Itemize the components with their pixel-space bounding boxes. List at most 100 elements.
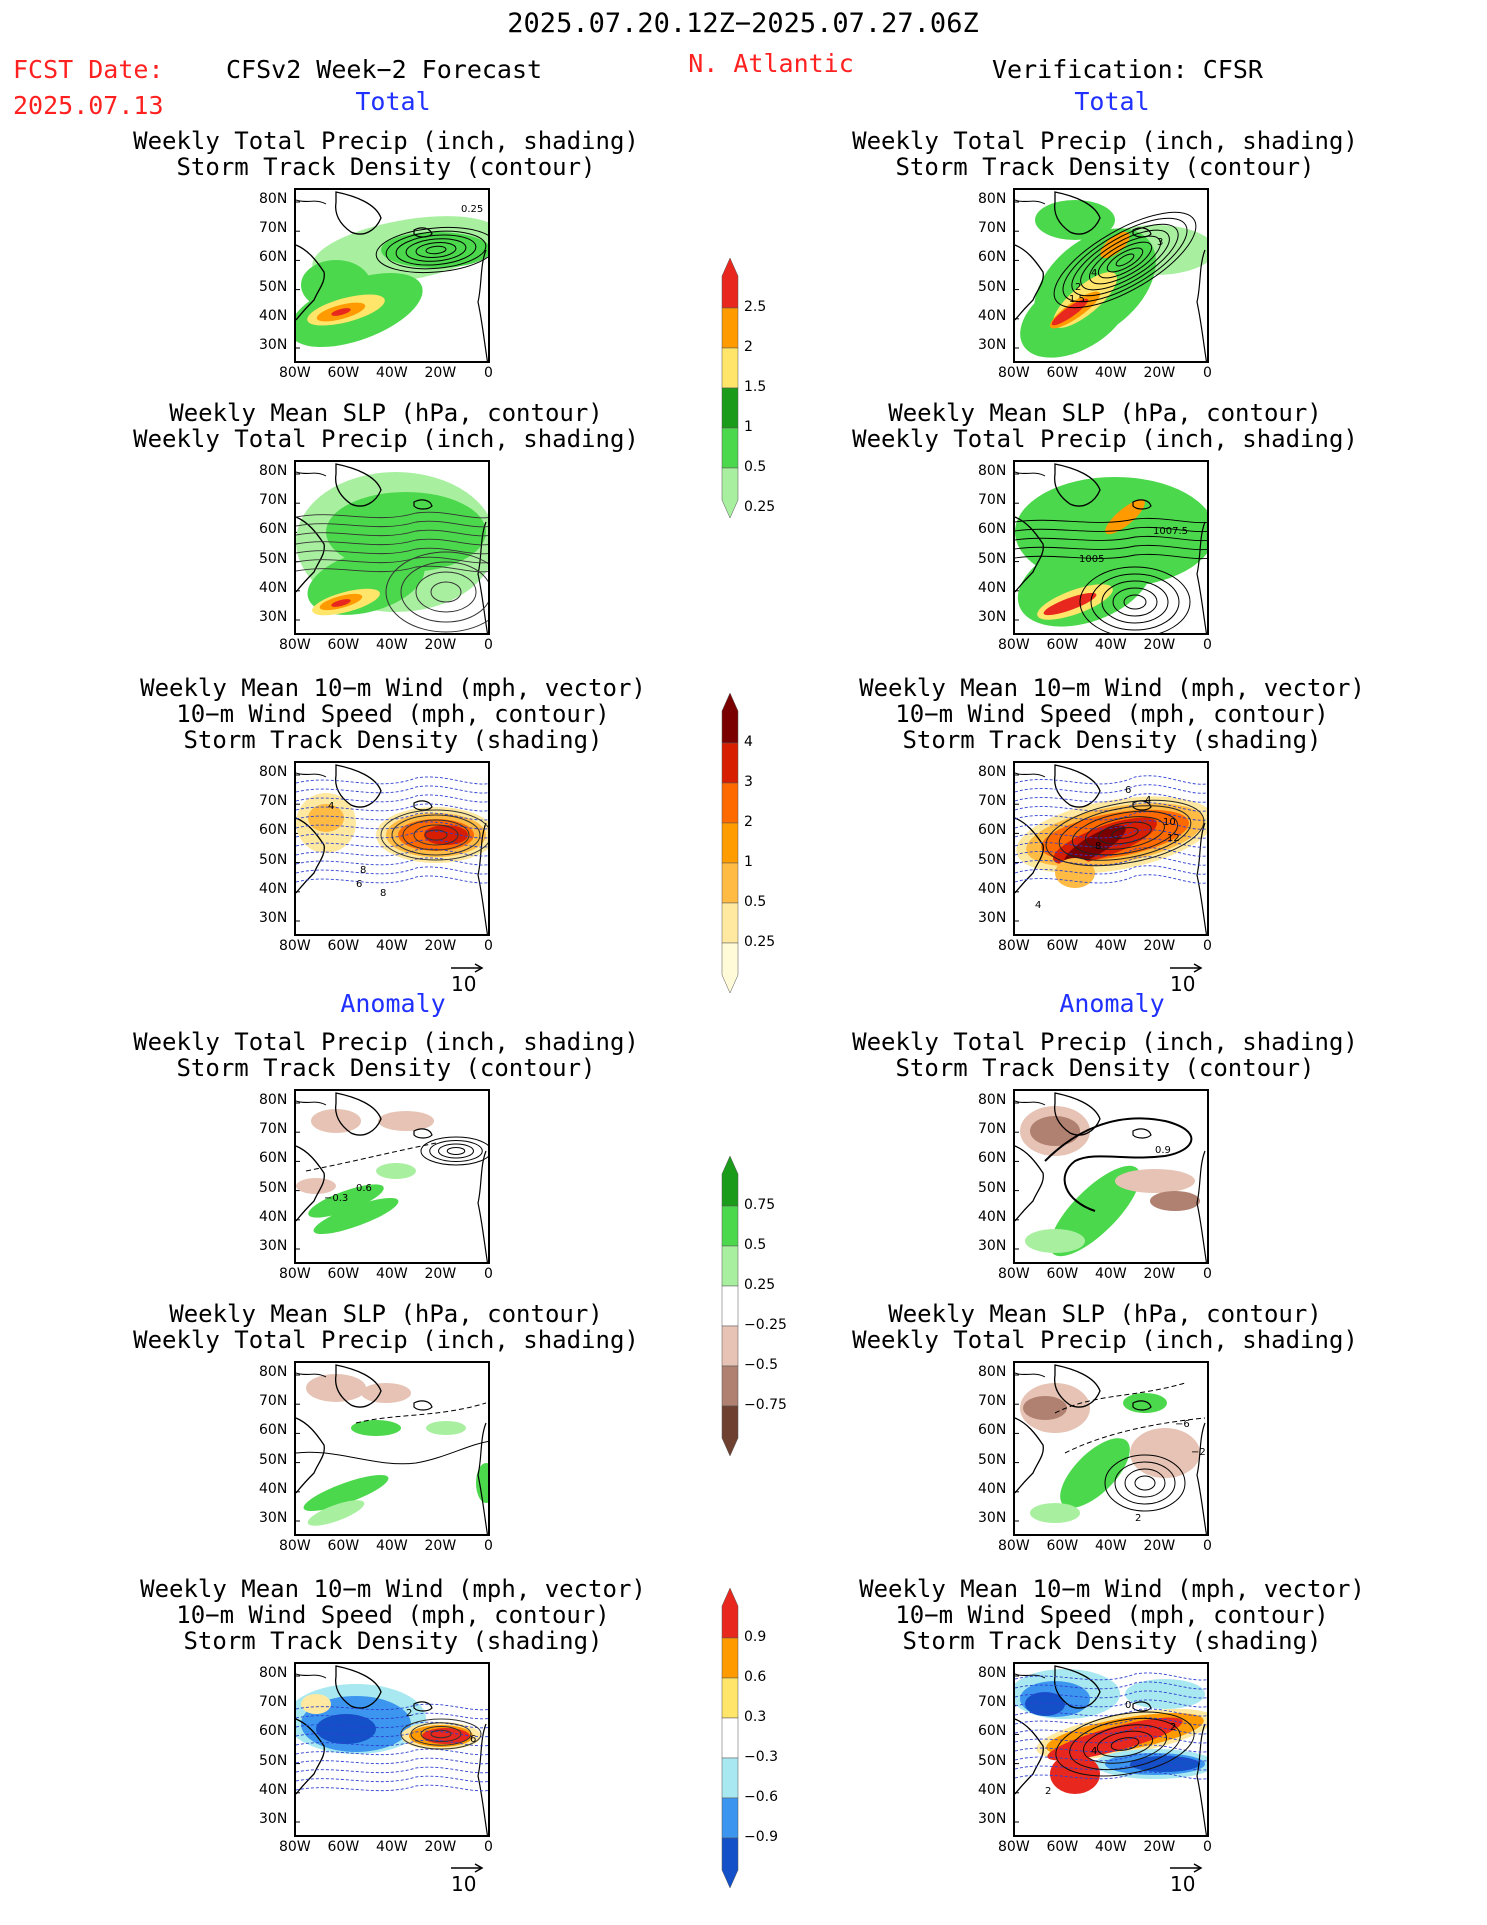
title-wind-track-left: Weekly Mean 10−m Wind (mph, vector) 10−m … xyxy=(140,674,646,754)
contour-line xyxy=(296,244,325,321)
contour-label: 6 xyxy=(470,1734,476,1745)
lon-tick-label: 40W xyxy=(1095,637,1127,653)
colorbar-swatch xyxy=(721,427,739,469)
lat-tick-label: 60N xyxy=(978,1723,1007,1740)
shaded-region xyxy=(307,1500,365,1526)
anomaly-label-right: Anomaly xyxy=(1059,989,1165,1018)
lon-tick-label: 40W xyxy=(376,1266,408,1282)
lat-tick-label: 70N xyxy=(259,1121,288,1138)
map-canvas: −6 −2 2 xyxy=(1015,1364,1207,1534)
lon-tick-label: 40W xyxy=(376,1839,408,1855)
lat-tick-label: 60N xyxy=(259,1422,288,1439)
lon-tick-label: 40W xyxy=(1095,1538,1127,1554)
contour-line xyxy=(1132,1128,1152,1139)
contour-line xyxy=(1083,1724,1167,1764)
lat-tick-label: 60N xyxy=(259,822,288,839)
lat-tick-label: 60N xyxy=(978,1150,1007,1167)
lon-tick-label: 80W xyxy=(279,365,311,381)
map-wind-track-forecast: 4 8 6 8 xyxy=(294,761,490,936)
lat-tick-label: 70N xyxy=(978,220,1007,237)
colorbar-swatch xyxy=(721,782,739,824)
colorbar-swatch xyxy=(721,1405,739,1457)
contour-line xyxy=(1015,874,1207,884)
contour-line xyxy=(400,561,488,623)
contour-line xyxy=(1132,1400,1152,1411)
contour-label: 12 xyxy=(1167,833,1180,844)
total-label-right: Total xyxy=(1074,87,1150,116)
shaded-region xyxy=(1100,231,1130,259)
contour-line xyxy=(1015,1718,1044,1795)
shaded-region xyxy=(1130,1428,1200,1478)
map-canvas: 0 2 4 2 xyxy=(1015,1665,1207,1835)
lat-tick-label: 50N xyxy=(259,550,288,567)
colorbar-swatch xyxy=(721,742,739,784)
shaded-region xyxy=(426,1421,466,1435)
colorbar-track-total: 4 3 2 1 0.5 0.25 xyxy=(718,692,775,1027)
lat-tick-label: 80N xyxy=(978,463,1007,479)
lon-tick-label: 0 xyxy=(1203,1266,1212,1282)
map-canvas: 0.25 xyxy=(296,191,488,361)
contour-line xyxy=(296,538,488,546)
lon-tick-label: 80W xyxy=(998,1839,1030,1855)
contour-line xyxy=(477,521,488,633)
lon-tick-label: 0 xyxy=(484,637,493,653)
shaded-region xyxy=(1043,592,1097,616)
lon-tick-label: 20W xyxy=(1143,1839,1176,1855)
lat-tick-label: 40N xyxy=(259,579,288,596)
lon-tick-label: 60W xyxy=(327,1538,360,1554)
colorbar-swatch xyxy=(721,347,739,389)
contour-line xyxy=(305,1142,437,1172)
contour-line xyxy=(296,1712,488,1720)
contour-label: 3 xyxy=(1157,237,1163,248)
shaded-region xyxy=(303,1474,389,1512)
lon-tick-label: 40W xyxy=(1095,365,1127,381)
shaded-region xyxy=(1115,1169,1195,1193)
contour-label: 1007.5 xyxy=(1153,526,1188,537)
lat-tick-label: 30N xyxy=(978,1238,1007,1254)
shaded-region xyxy=(301,1694,331,1714)
contour-line xyxy=(415,241,457,259)
contour-line xyxy=(1196,822,1207,934)
colorbar-swatch xyxy=(721,387,739,429)
contour-line xyxy=(1015,1762,1207,1771)
contour-line xyxy=(1079,566,1191,633)
colorbar-svg xyxy=(721,1155,739,1457)
colorbar-svg xyxy=(721,257,739,519)
contour-line xyxy=(296,1757,488,1765)
contour-line xyxy=(1015,838,1207,848)
contour-line xyxy=(1104,1454,1186,1512)
total-label-left: Total xyxy=(355,87,431,116)
contour-line xyxy=(1112,587,1158,617)
contour-label: 8 xyxy=(360,865,366,876)
lat-tick-label: 80N xyxy=(259,463,288,479)
map-canvas xyxy=(296,1364,488,1534)
colorbar-swatch xyxy=(721,1245,739,1287)
contour-label: 4 xyxy=(328,801,334,812)
lat-tick-label: 70N xyxy=(978,1121,1007,1138)
contour-line xyxy=(1045,799,1205,867)
lon-tick-label: 60W xyxy=(1046,1839,1079,1855)
contour-line xyxy=(1124,1468,1166,1498)
map-canvas: 26 xyxy=(296,1665,488,1835)
colorbar-label: 0.5 xyxy=(744,1237,767,1253)
contour-line xyxy=(420,1726,462,1742)
colorbar-label: −0.3 xyxy=(744,1749,778,1765)
contour-line xyxy=(1015,1417,1044,1494)
colorbar-swatch xyxy=(721,307,739,349)
title-wind-track-anom-right: Weekly Mean 10−m Wind (mph, vector) 10−m … xyxy=(859,1575,1365,1655)
contour-line xyxy=(296,812,488,821)
contour-line xyxy=(296,1775,488,1783)
shaded-region xyxy=(1025,1229,1085,1253)
contour-line xyxy=(385,230,487,270)
lon-tick-label: 40W xyxy=(1095,1839,1127,1855)
contour-line xyxy=(296,1784,488,1792)
contour-line xyxy=(1123,594,1147,610)
contour-line xyxy=(296,866,488,875)
title-precip-track-left: Weekly Total Precip (inch, shading) Storm… xyxy=(133,127,639,181)
lat-tick-label: 70N xyxy=(259,492,288,509)
contour-line xyxy=(413,800,433,811)
contour-line xyxy=(296,516,325,593)
lon-tick-label: 0 xyxy=(1203,1538,1212,1554)
colorbar-svg xyxy=(721,692,739,994)
